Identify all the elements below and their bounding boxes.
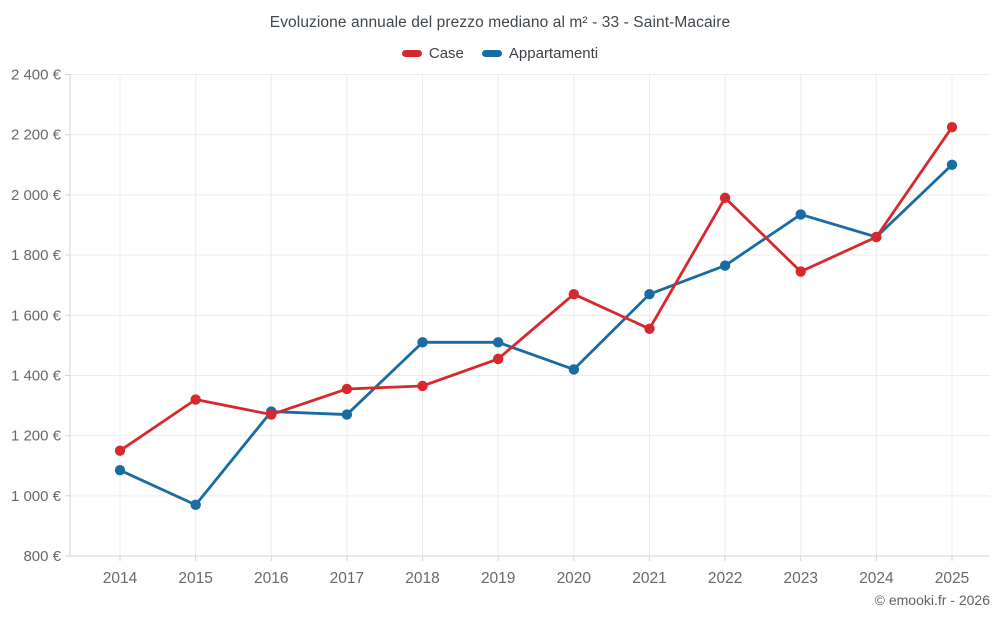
legend-swatch-icon bbox=[401, 50, 422, 57]
data-point-appartamenti-2019[interactable] bbox=[492, 337, 504, 348]
x-axis-label: 2021 bbox=[632, 570, 666, 587]
chart-legend: Case Appartamenti bbox=[0, 45, 1000, 62]
data-point-case-2025[interactable] bbox=[946, 121, 958, 133]
x-axis-label: 2016 bbox=[254, 570, 288, 587]
data-point-appartamenti-2018[interactable] bbox=[417, 337, 428, 348]
legend-label: Appartamenti bbox=[508, 45, 599, 62]
legend-item-case[interactable]: Case bbox=[401, 45, 464, 62]
x-axis-label: 2018 bbox=[405, 570, 439, 587]
x-axis-label: 2019 bbox=[481, 570, 515, 587]
x-axis-label: 2015 bbox=[178, 570, 212, 587]
legend-label: Case bbox=[428, 45, 464, 62]
data-point-case-2015[interactable] bbox=[190, 394, 201, 405]
data-point-appartamenti-2020[interactable] bbox=[568, 364, 580, 375]
chart-title: Evoluzione annuale del prezzo mediano al… bbox=[269, 14, 731, 31]
y-axis-label: 2 200 € bbox=[11, 127, 62, 144]
y-axis-label: 1 200 € bbox=[11, 428, 62, 445]
data-point-case-2019[interactable] bbox=[492, 353, 504, 365]
x-axis-label: 2014 bbox=[103, 570, 138, 587]
data-point-appartamenti-2015[interactable] bbox=[190, 499, 201, 511]
legend-swatch-icon bbox=[481, 50, 502, 57]
data-point-case-2018[interactable] bbox=[417, 380, 428, 392]
data-point-case-2021[interactable] bbox=[644, 323, 655, 334]
data-point-case-2022[interactable] bbox=[719, 192, 731, 204]
data-point-appartamenti-2022[interactable] bbox=[719, 260, 731, 271]
y-axis-label: 800 € bbox=[23, 548, 61, 565]
data-point-appartamenti-2014[interactable] bbox=[114, 465, 126, 476]
data-point-case-2023[interactable] bbox=[795, 266, 806, 277]
y-axis-label: 1 600 € bbox=[11, 307, 62, 324]
data-point-appartamenti-2023[interactable] bbox=[795, 209, 806, 220]
series-line-appartamenti bbox=[118, 163, 954, 507]
data-point-appartamenti-2025[interactable] bbox=[946, 159, 958, 170]
y-axis-label: 1 400 € bbox=[11, 367, 62, 384]
x-axis-label: 2020 bbox=[557, 570, 592, 587]
data-point-case-2024[interactable] bbox=[871, 231, 882, 243]
data-point-case-2016[interactable] bbox=[266, 409, 277, 420]
data-point-appartamenti-2021[interactable] bbox=[644, 288, 655, 300]
series-line-case bbox=[118, 125, 954, 453]
credit-link[interactable]: © emooki.fr - 2026 bbox=[874, 592, 990, 608]
y-axis-label: 2 000 € bbox=[11, 187, 62, 204]
x-axis-label: 2017 bbox=[330, 570, 364, 587]
x-axis-label: 2022 bbox=[708, 570, 742, 587]
y-axis-label: 1 800 € bbox=[11, 247, 62, 264]
y-axis-label: 1 000 € bbox=[11, 488, 62, 505]
legend-item-appartamenti[interactable]: Appartamenti bbox=[481, 45, 599, 62]
data-point-appartamenti-2017[interactable] bbox=[341, 409, 353, 420]
x-axis-label: 2023 bbox=[783, 570, 817, 587]
data-point-case-2014[interactable] bbox=[114, 445, 126, 456]
y-axis-label: 2 400 € bbox=[11, 67, 62, 84]
x-axis-label: 2024 bbox=[859, 570, 894, 587]
data-point-case-2017[interactable] bbox=[341, 383, 353, 395]
data-point-case-2020[interactable] bbox=[568, 288, 580, 300]
x-axis-label: 2025 bbox=[935, 570, 969, 587]
